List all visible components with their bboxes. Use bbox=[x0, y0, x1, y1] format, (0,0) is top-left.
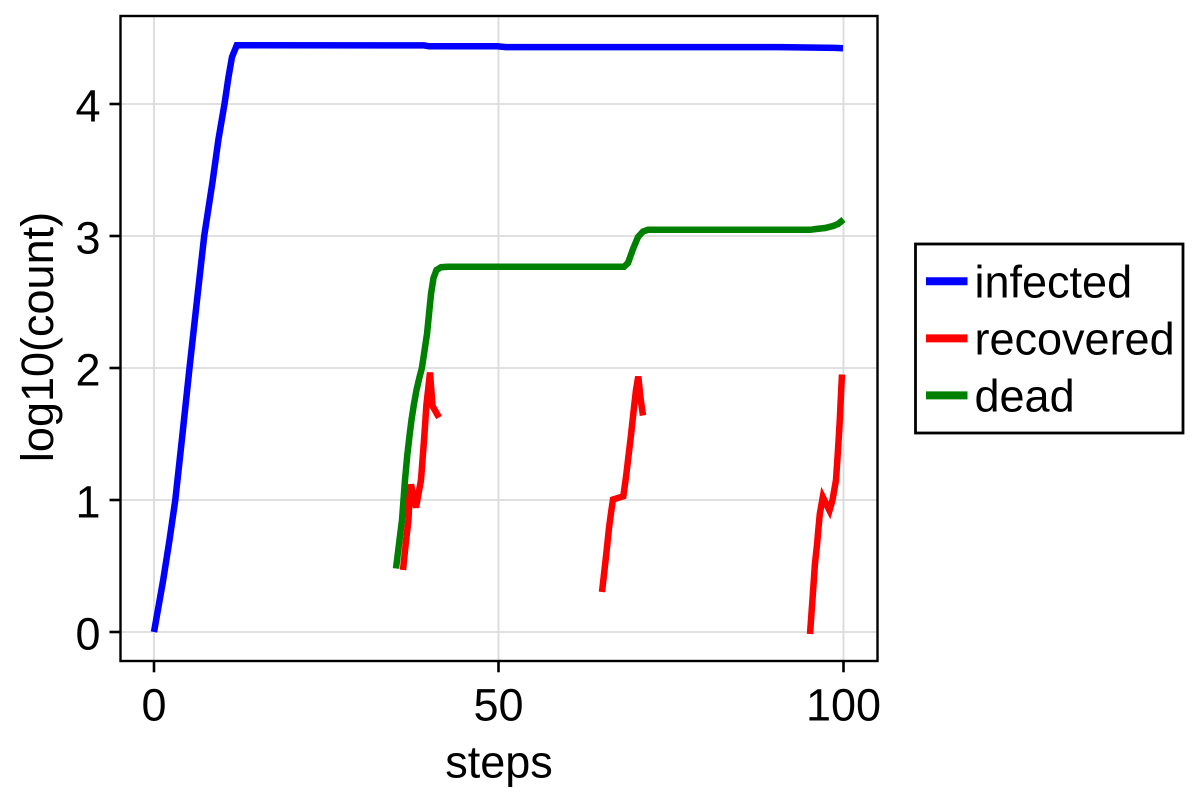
svg-text:recovered: recovered bbox=[975, 314, 1175, 365]
svg-text:infected: infected bbox=[975, 257, 1133, 308]
svg-text:4: 4 bbox=[75, 81, 100, 132]
svg-text:log10(count): log10(count) bbox=[12, 212, 63, 462]
svg-text:dead: dead bbox=[975, 371, 1075, 422]
svg-text:1: 1 bbox=[75, 477, 100, 528]
svg-text:2: 2 bbox=[75, 345, 100, 396]
svg-text:100: 100 bbox=[806, 680, 881, 731]
svg-text:steps: steps bbox=[445, 737, 553, 788]
svg-text:50: 50 bbox=[473, 680, 523, 731]
svg-text:3: 3 bbox=[75, 213, 100, 264]
svg-text:0: 0 bbox=[75, 609, 100, 660]
svg-text:0: 0 bbox=[141, 680, 166, 731]
